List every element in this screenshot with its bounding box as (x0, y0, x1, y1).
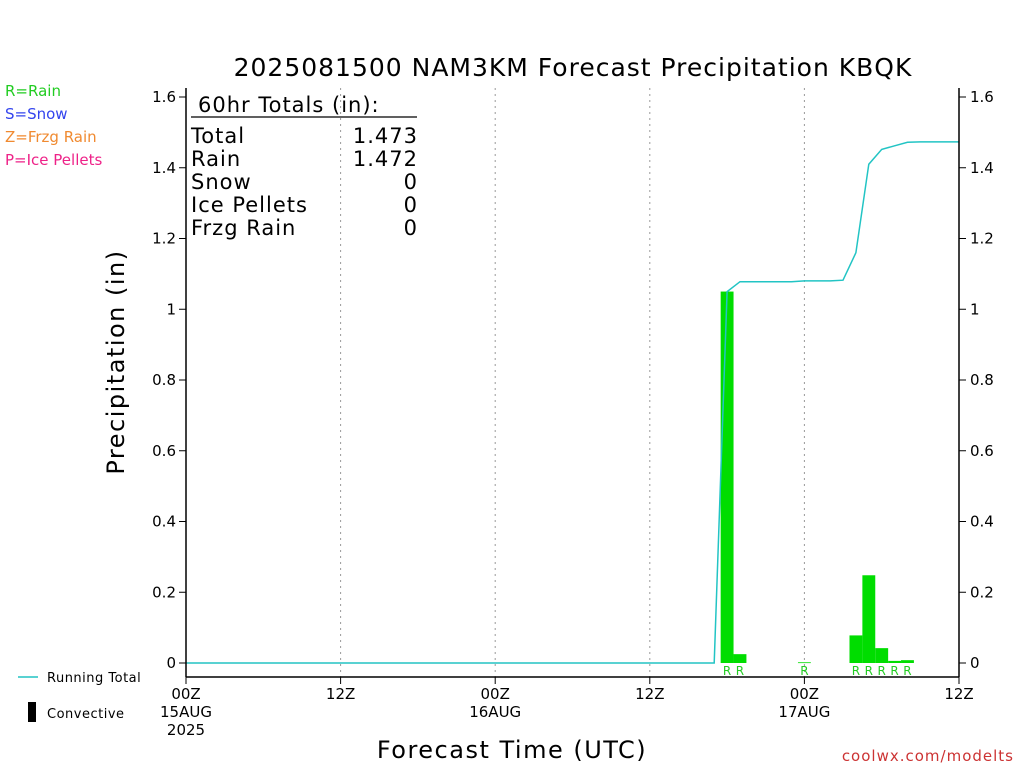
totals-row-label: Ice Pellets (191, 193, 308, 217)
y-axis-title: Precipitation (in) (102, 249, 130, 474)
y-axis-left: 0 0.2 0.4 0.6 0.8 1 1.2 1.4 1.6 (152, 88, 186, 672)
site-credit: coolwx.com/modelts (842, 747, 1014, 765)
x-tick-label: 12Z (326, 685, 355, 703)
y-tick-label: 0.2 (152, 583, 176, 601)
totals-row-value: 0 (404, 170, 418, 194)
x-tick-label: 2025 (167, 721, 205, 739)
y-tick-label-right: 0.2 (970, 583, 994, 601)
convective-legend-swatch (28, 702, 36, 722)
totals-header: 60hr Totals (in): (198, 93, 380, 117)
x-tick-label: 17AUG (778, 703, 830, 721)
ptype-mark: R (878, 664, 886, 678)
y-tick-label: 0.6 (152, 442, 176, 460)
y-tick-label: 1 (166, 300, 176, 318)
y-tick-label-right: 1.6 (970, 88, 994, 106)
totals-row-label: Frzg Rain (191, 216, 296, 240)
ptype-legend: R=Rain S=Snow Z=Frzg Rain P=Ice Pellets (5, 82, 102, 169)
x-tick-label: 00Z (790, 685, 819, 703)
ptype-mark: R (736, 664, 744, 678)
ptype-mark: R (865, 664, 873, 678)
y-tick-label-right: 0.6 (970, 442, 994, 460)
x-tick-label: 15AUG (160, 703, 212, 721)
x-tick-label: 16AUG (469, 703, 521, 721)
y-tick-label: 1.2 (152, 230, 176, 248)
ptype-legend-item: Z=Frzg Rain (5, 128, 97, 146)
totals-row-value: 1.472 (353, 147, 418, 171)
totals-row-value: 0 (404, 216, 418, 240)
ptype-legend-item: R=Rain (5, 82, 61, 100)
running-total-line (186, 141, 959, 664)
rain-bars (720, 291, 914, 664)
totals-row-value: 1.473 (353, 124, 418, 148)
ptype-legend-item: P=Ice Pellets (5, 151, 102, 169)
x-tick-label: 00Z (171, 685, 200, 703)
rain-bar (875, 648, 889, 663)
running-total-legend-label: Running Total (47, 671, 141, 686)
y-tick-label-right: 1.4 (970, 159, 994, 177)
ptype-legend-item: S=Snow (5, 105, 68, 123)
y-tick-label-right: 0.8 (970, 371, 994, 389)
totals-row-label: Rain (191, 147, 241, 171)
rain-bar (901, 660, 914, 663)
x-tick-label: 00Z (481, 685, 510, 703)
ptype-mark: R (800, 664, 808, 678)
rain-bar (888, 660, 902, 663)
ptype-mark: R (903, 664, 911, 678)
rain-bar (849, 635, 863, 663)
y-tick-label: 1.6 (152, 88, 176, 106)
y-tick-label: 0.8 (152, 371, 176, 389)
y-tick-label-right: 1 (970, 300, 980, 318)
totals-row-label: Total (190, 124, 245, 148)
totals-panel: 60hr Totals (in): Total 1.473 Rain 1.472 Snow… (190, 93, 418, 240)
gridlines (340, 88, 805, 677)
ptype-mark: R (890, 664, 898, 678)
y-tick-label-right: 0 (970, 654, 980, 672)
y-tick-label: 0.4 (152, 513, 176, 531)
x-tick-label: 12Z (944, 685, 973, 703)
plot-frame (185, 88, 960, 678)
rain-bar (797, 662, 811, 664)
y-tick-label-right: 1.2 (970, 230, 994, 248)
ptype-mark: R (852, 664, 860, 678)
rain-bar (720, 291, 734, 663)
totals-row-value: 0 (404, 193, 418, 217)
rain-bar (733, 654, 747, 663)
x-axis-title: Forecast Time (UTC) (377, 736, 647, 764)
convective-legend-label: Convective (47, 707, 125, 722)
y-tick-label: 1.4 (152, 159, 176, 177)
chart-title: 2025081500 NAM3KM Forecast Precipitation… (234, 53, 913, 82)
x-tick-label: 12Z (635, 685, 664, 703)
y-tick-label-right: 0.4 (970, 513, 994, 531)
ptype-mark: R (723, 664, 731, 678)
y-axis-right: 0 0.2 0.4 0.6 0.8 1 1.2 1.4 1.6 (959, 88, 994, 672)
y-tick-label: 0 (166, 654, 176, 672)
rain-bar (862, 575, 876, 663)
totals-row-label: Snow (191, 170, 252, 194)
